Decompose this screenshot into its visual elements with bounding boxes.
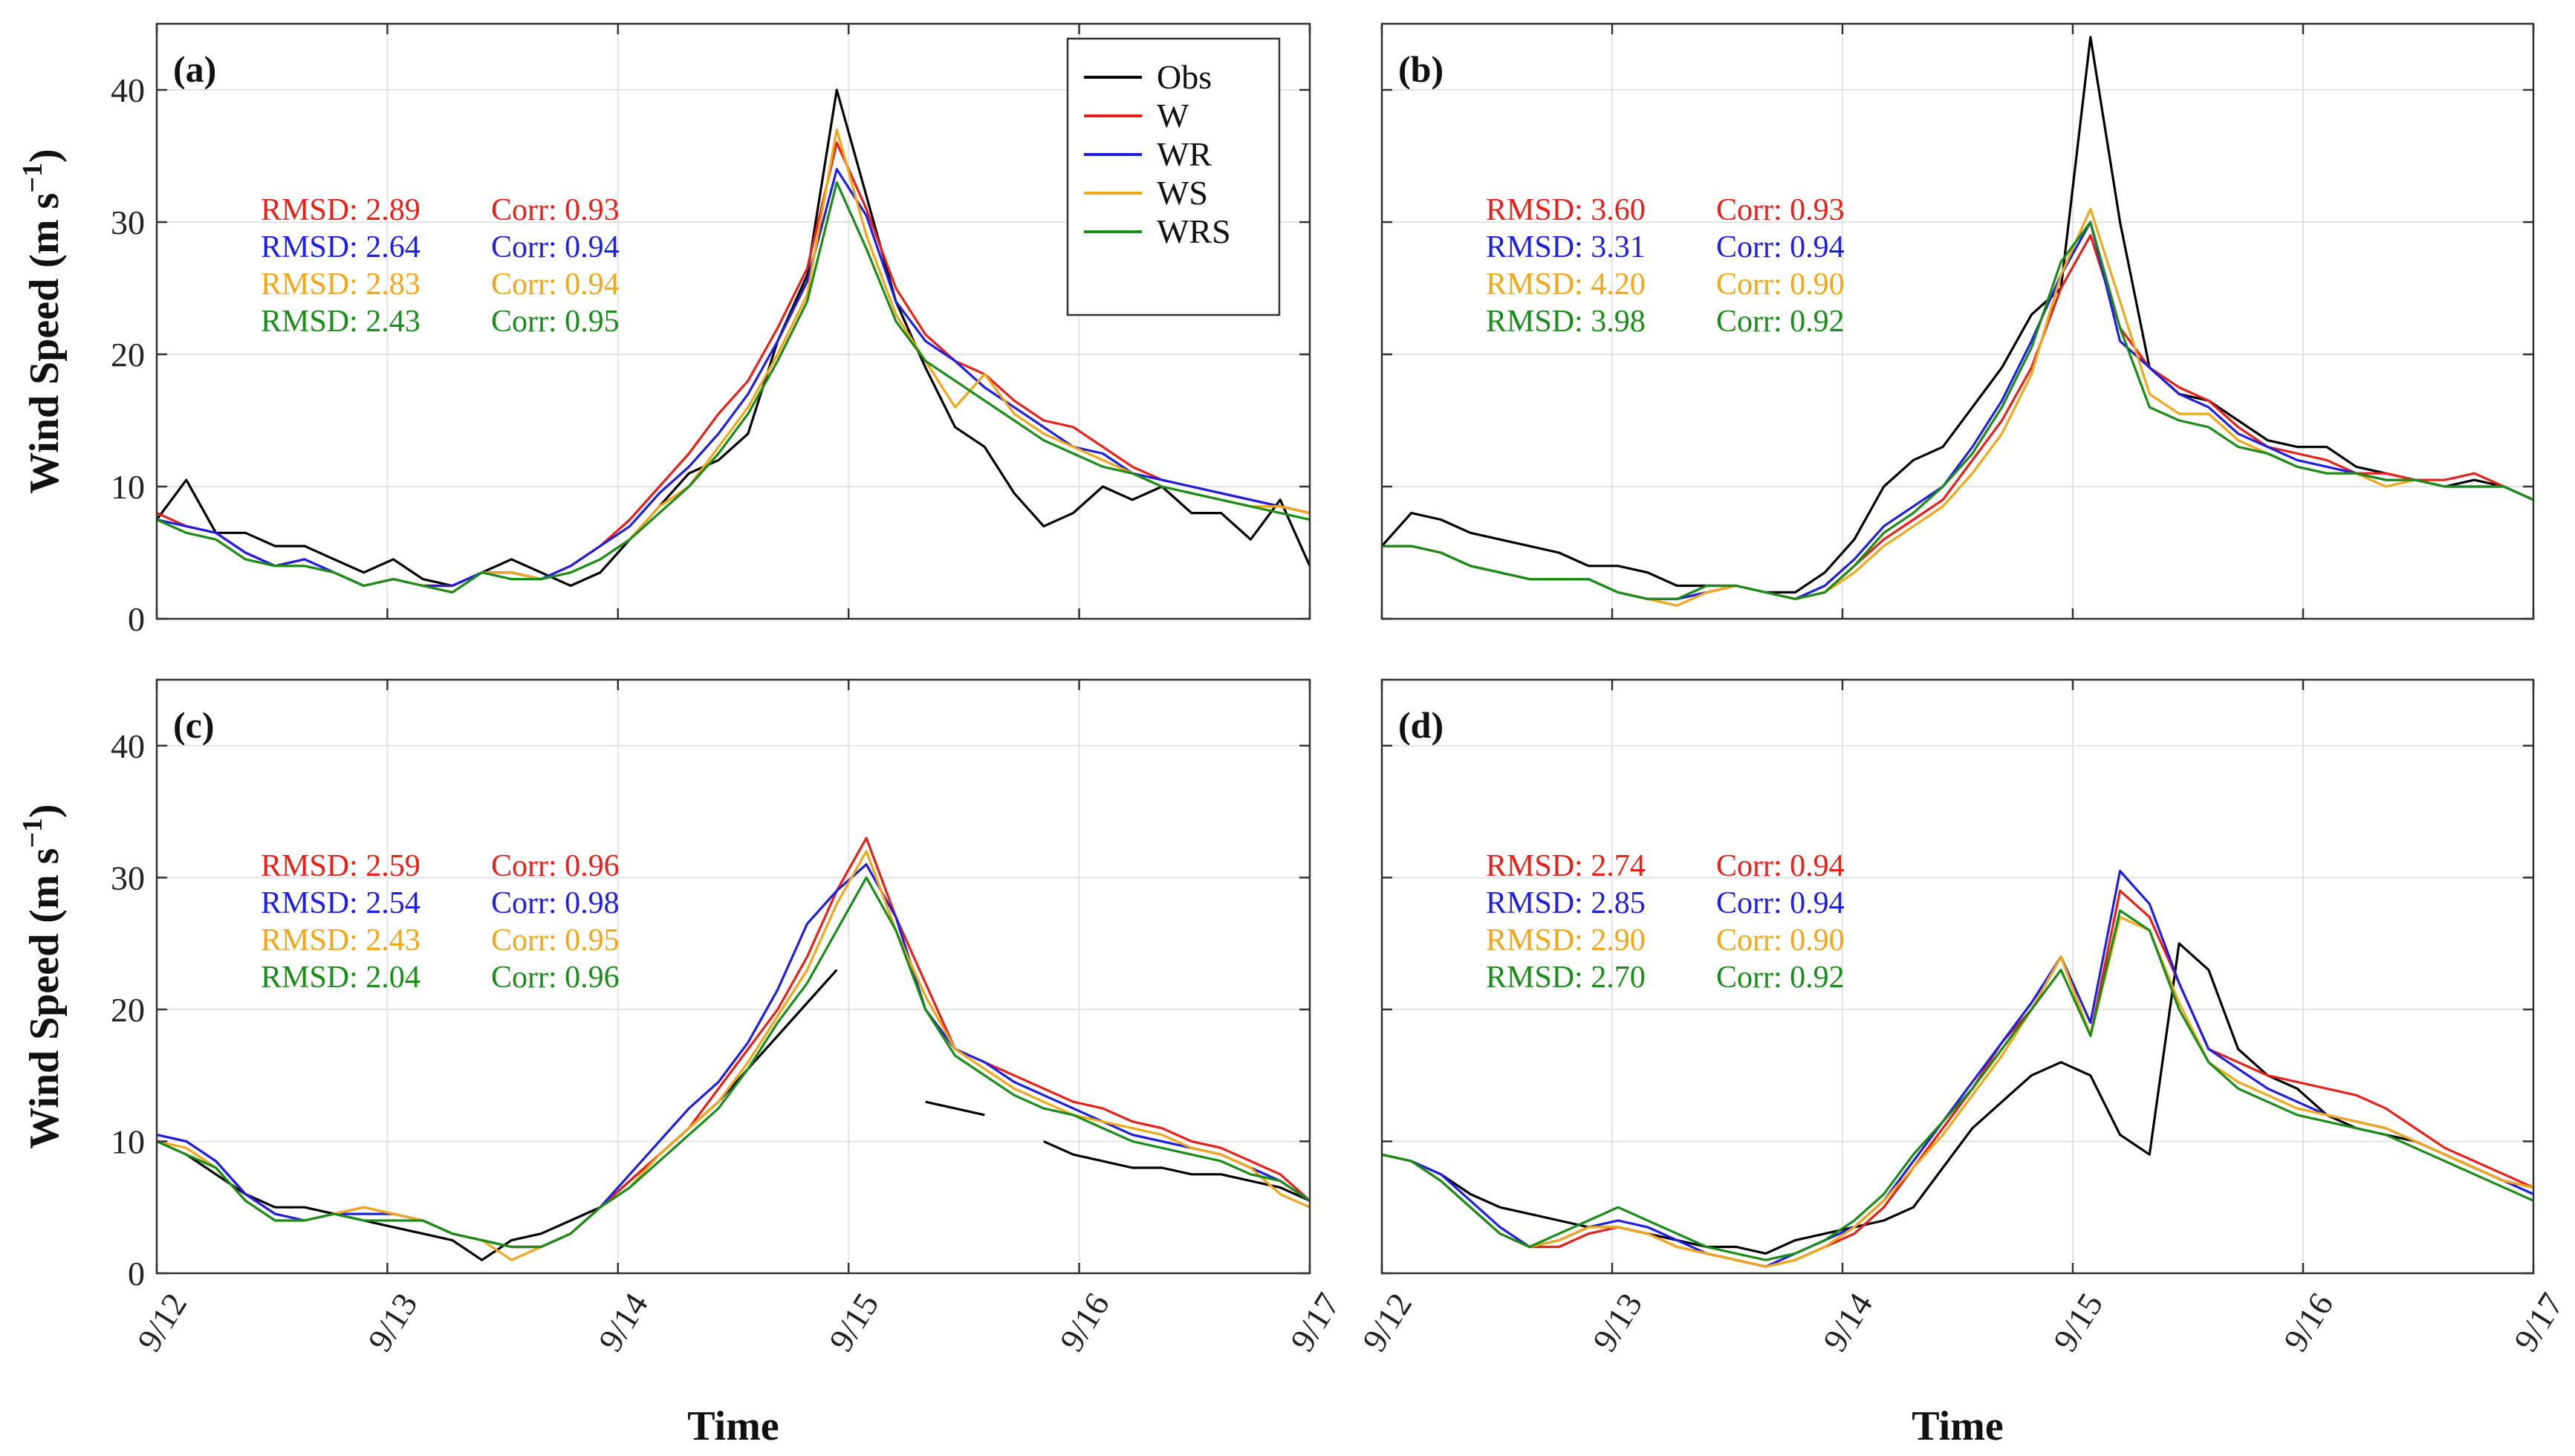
y-tick-label: 30	[111, 204, 145, 241]
rmsd-stat-wrs: RMSD: 2.04	[261, 961, 420, 995]
corr-stat-wr: Corr: 0.94	[1716, 230, 1845, 264]
legend-label-wrs: WRS	[1157, 212, 1231, 250]
corr-stat-w: Corr: 0.93	[1716, 193, 1845, 227]
y-tick-label: 10	[111, 468, 145, 506]
corr-stat-w: Corr: 0.94	[1716, 849, 1845, 883]
legend-label-w: W	[1157, 97, 1189, 134]
series-line-wrs	[156, 876, 1311, 1249]
rmsd-stat-wr: RMSD: 2.54	[261, 886, 420, 920]
rmsd-stat-w: RMSD: 3.60	[1486, 193, 1646, 227]
rmsd-stat-w: RMSD: 2.59	[261, 849, 420, 883]
rmsd-stat-w: RMSD: 2.74	[1486, 849, 1646, 883]
y-tick-label: 10	[111, 1122, 145, 1160]
series-line-wrs	[1381, 909, 2534, 1261]
y-tick-label: 0	[128, 600, 145, 638]
y-axis-title-exp: −1	[17, 163, 48, 193]
axes-frame	[1380, 678, 2535, 1275]
axes-frame	[1380, 22, 2535, 620]
series-line-ws	[156, 850, 1311, 1261]
axes-frame	[155, 22, 1311, 620]
series-line-wrs	[156, 181, 1311, 594]
panel-label: (b)	[1398, 48, 1444, 90]
rmsd-stat-w: RMSD: 2.89	[261, 193, 420, 227]
y-tick-label: 40	[111, 727, 145, 765]
y-axis-title-close: )	[22, 804, 68, 818]
series-line-obs	[155, 88, 1311, 588]
rmsd-stat-ws: RMSD: 2.43	[261, 923, 420, 958]
corr-stat-w: Corr: 0.93	[491, 193, 620, 227]
corr-stat-wrs: Corr: 0.92	[1716, 961, 1845, 995]
series-line-ws	[1381, 916, 2534, 1268]
rmsd-stat-wrs: RMSD: 2.43	[261, 305, 420, 339]
corr-stat-ws: Corr: 0.90	[1716, 267, 1845, 302]
x-axis-title: Time	[687, 1403, 779, 1449]
corr-stat-ws: Corr: 0.94	[491, 267, 620, 302]
rmsd-stat-wr: RMSD: 2.64	[261, 230, 420, 264]
rmsd-stat-ws: RMSD: 2.83	[261, 267, 420, 302]
y-tick-label: 0	[128, 1255, 145, 1293]
panel-label: (a)	[173, 48, 216, 90]
rmsd-stat-wrs: RMSD: 3.98	[1486, 305, 1646, 339]
series-line-obs	[1381, 942, 2534, 1255]
panel-a: 0 10 20 30 40 Wind Speed (m s−1) (a) RMSD: 2.89…	[17, 22, 1311, 638]
corr-stat-wr: Corr: 0.94	[491, 230, 620, 264]
series-line-wr	[156, 863, 1311, 1249]
corr-stat-wrs: Corr: 0.92	[1716, 305, 1845, 339]
y-tick-label: 20	[111, 991, 145, 1029]
legend-label-ws: WS	[1157, 174, 1208, 212]
y-axis-title-close: )	[22, 149, 68, 163]
corr-stat-wrs: Corr: 0.96	[491, 961, 620, 995]
axes-frame	[155, 678, 1311, 1275]
rmsd-stat-ws: RMSD: 2.90	[1486, 923, 1646, 958]
corr-stat-wr: Corr: 0.98	[491, 886, 620, 920]
rmsd-stat-wr: RMSD: 2.85	[1486, 886, 1646, 920]
panel-label: (c)	[173, 704, 215, 746]
corr-stat-w: Corr: 0.96	[491, 849, 620, 883]
y-axis-title: Wind Speed (m s−1)	[17, 804, 68, 1148]
rmsd-stat-ws: RMSD: 4.20	[1486, 267, 1646, 302]
corr-stat-wrs: Corr: 0.95	[491, 305, 620, 339]
y-tick-label: 40	[111, 71, 145, 109]
x-axis-title: Time	[1912, 1403, 2003, 1449]
series-line-obs	[1380, 36, 2534, 594]
panel-label: (d)	[1398, 704, 1444, 746]
rmsd-stat-wrs: RMSD: 2.70	[1486, 961, 1646, 995]
y-axis-title: Wind Speed (m s−1)	[17, 149, 68, 493]
y-tick-label: 20	[111, 336, 145, 374]
rmsd-stat-wr: RMSD: 3.31	[1486, 230, 1646, 264]
panel-b: (b) RMSD: 3.60 Corr: 0.93 RMSD: 3.31 Corr: 0…	[1380, 22, 2535, 620]
series-line-w	[1381, 889, 2534, 1268]
legend-box	[1066, 37, 1281, 316]
y-axis-title-exp: −1	[17, 818, 48, 848]
legend-label-wr: WR	[1157, 135, 1212, 173]
corr-stat-ws: Corr: 0.90	[1716, 923, 1845, 958]
y-axis-title-base: Wind Speed (m s	[22, 193, 68, 494]
y-axis-title-base: Wind Speed (m s	[22, 848, 68, 1149]
corr-stat-wr: Corr: 0.94	[1716, 886, 1845, 920]
series-line-wrs	[1382, 221, 2534, 600]
y-tick-label: 30	[111, 859, 145, 897]
legend-label-obs: Obs	[1157, 58, 1212, 96]
corr-stat-ws: Corr: 0.95	[491, 923, 620, 958]
